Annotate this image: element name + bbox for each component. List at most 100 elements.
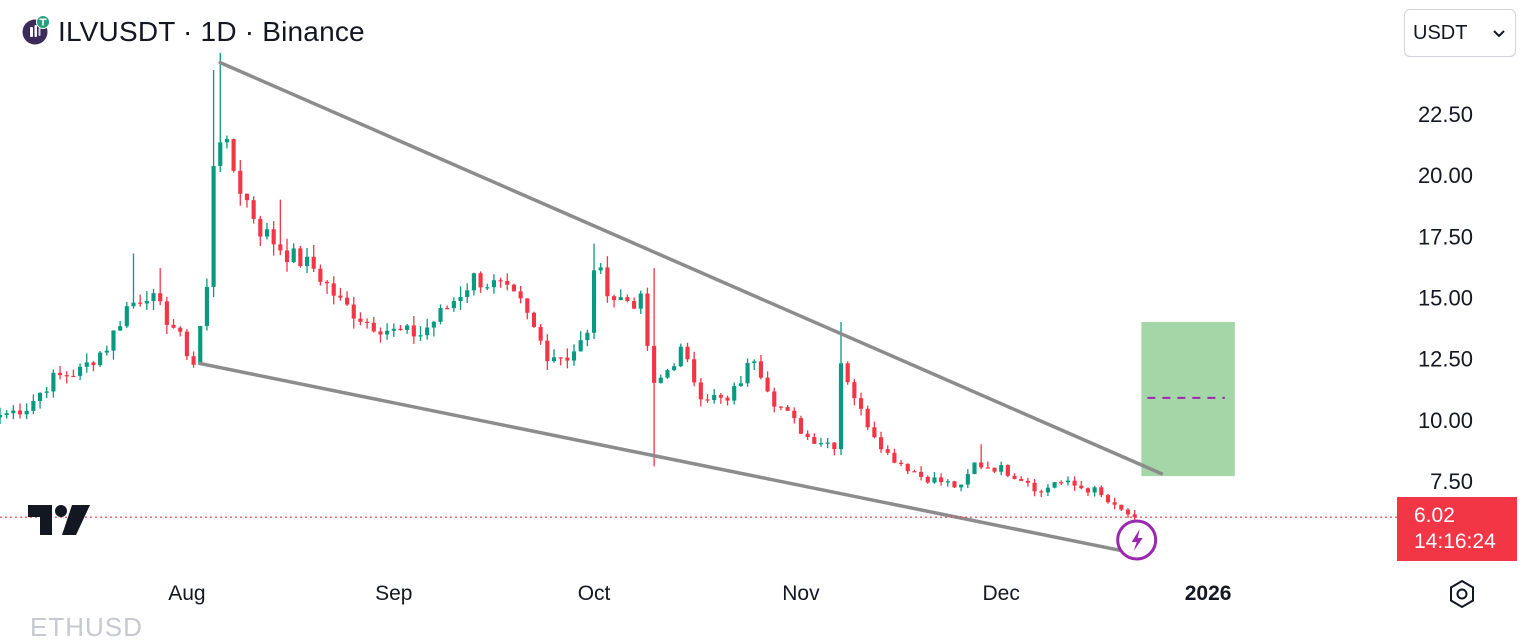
candle-body bbox=[1105, 495, 1111, 503]
candle bbox=[458, 286, 463, 310]
candle bbox=[491, 274, 496, 294]
candle bbox=[151, 288, 156, 311]
candle bbox=[198, 325, 203, 366]
candle bbox=[632, 297, 637, 310]
candle-body bbox=[84, 362, 89, 367]
currency-select[interactable]: USDT bbox=[1404, 9, 1516, 57]
candle-body bbox=[558, 357, 563, 359]
candle bbox=[705, 394, 710, 403]
candle-body bbox=[365, 321, 370, 324]
candle bbox=[872, 421, 877, 439]
watermark-text: ETHUSD bbox=[30, 612, 143, 642]
candle bbox=[338, 287, 343, 301]
candle bbox=[919, 466, 924, 481]
candle bbox=[658, 374, 663, 384]
candle bbox=[311, 244, 316, 272]
candle-body bbox=[959, 484, 964, 488]
candle-body bbox=[218, 142, 223, 167]
candle-body bbox=[478, 273, 483, 288]
candle-body bbox=[1039, 491, 1044, 493]
price-axis: 7.50 10.00 12.50 15.00 17.50 20.00 22.50 bbox=[1418, 102, 1473, 494]
candle bbox=[959, 484, 964, 492]
candle bbox=[405, 323, 410, 334]
candle-body bbox=[324, 281, 330, 284]
candle bbox=[678, 343, 683, 368]
candle bbox=[111, 330, 116, 360]
candle bbox=[885, 445, 890, 455]
candle bbox=[858, 392, 864, 416]
candle-body bbox=[311, 256, 316, 269]
candle-body bbox=[545, 340, 550, 362]
price-tick-label: 10.00 bbox=[1418, 408, 1473, 433]
tradingview-logo-icon[interactable] bbox=[28, 505, 90, 542]
candle-body bbox=[832, 442, 837, 450]
candle-body bbox=[772, 391, 777, 407]
candle-body bbox=[438, 308, 443, 322]
chart-area[interactable]: 7.50 10.00 12.50 15.00 17.50 20.00 22.50 Aug Se… bbox=[0, 0, 1525, 630]
candle bbox=[511, 283, 517, 292]
trendline-2[interactable] bbox=[198, 361, 1130, 554]
candle bbox=[1065, 476, 1071, 486]
candle bbox=[371, 317, 376, 333]
candle bbox=[899, 460, 904, 467]
candle-body bbox=[1032, 482, 1037, 492]
candle-body bbox=[37, 392, 43, 402]
candle-body bbox=[445, 308, 450, 310]
tether-badge-icon bbox=[36, 15, 50, 29]
candle-body bbox=[999, 465, 1004, 472]
candle bbox=[1025, 477, 1030, 487]
candle bbox=[672, 363, 677, 372]
candle bbox=[278, 199, 283, 256]
candle bbox=[398, 324, 403, 331]
candle-body bbox=[24, 410, 29, 415]
candle-body bbox=[932, 477, 937, 483]
candle-body bbox=[618, 297, 623, 301]
candle-body bbox=[752, 361, 757, 363]
candle-body bbox=[605, 267, 610, 297]
target-box[interactable] bbox=[1141, 321, 1235, 477]
candle-body bbox=[31, 401, 36, 411]
candle-body bbox=[725, 397, 730, 401]
candle bbox=[611, 294, 617, 308]
candle bbox=[485, 283, 490, 291]
flash-badge[interactable] bbox=[1116, 519, 1158, 561]
candle-body bbox=[1079, 485, 1084, 489]
candle bbox=[4, 410, 9, 419]
candle bbox=[351, 296, 356, 329]
candle-body bbox=[525, 298, 530, 313]
candle-body bbox=[985, 467, 990, 469]
candle-body bbox=[665, 370, 670, 378]
candle bbox=[585, 329, 590, 347]
candle bbox=[318, 264, 323, 286]
candle bbox=[144, 291, 149, 310]
candle-body bbox=[518, 291, 523, 299]
chart-settings-icon[interactable] bbox=[1446, 578, 1478, 610]
candle bbox=[825, 437, 830, 449]
candle-body bbox=[278, 244, 283, 251]
candle bbox=[732, 382, 737, 405]
candle bbox=[685, 342, 690, 363]
trendline-1[interactable] bbox=[218, 60, 1164, 476]
candle bbox=[712, 389, 717, 404]
candle bbox=[905, 463, 910, 475]
candle-body bbox=[264, 229, 270, 237]
candle bbox=[1125, 508, 1131, 519]
candle-body bbox=[418, 335, 423, 337]
candle bbox=[84, 353, 89, 373]
candle bbox=[945, 479, 950, 487]
candle bbox=[698, 378, 703, 407]
candle-body bbox=[211, 166, 216, 287]
candle bbox=[932, 472, 937, 484]
candle-body bbox=[838, 363, 844, 450]
candle bbox=[818, 437, 824, 447]
time-tick-label: Nov bbox=[782, 582, 820, 605]
candle bbox=[37, 392, 43, 409]
candle bbox=[51, 369, 56, 398]
candle bbox=[184, 329, 189, 360]
candle bbox=[772, 387, 777, 413]
candle-body bbox=[491, 280, 496, 288]
candle bbox=[1032, 479, 1037, 497]
candle-body bbox=[625, 297, 630, 302]
candle-body bbox=[298, 248, 303, 267]
candle bbox=[551, 349, 557, 363]
